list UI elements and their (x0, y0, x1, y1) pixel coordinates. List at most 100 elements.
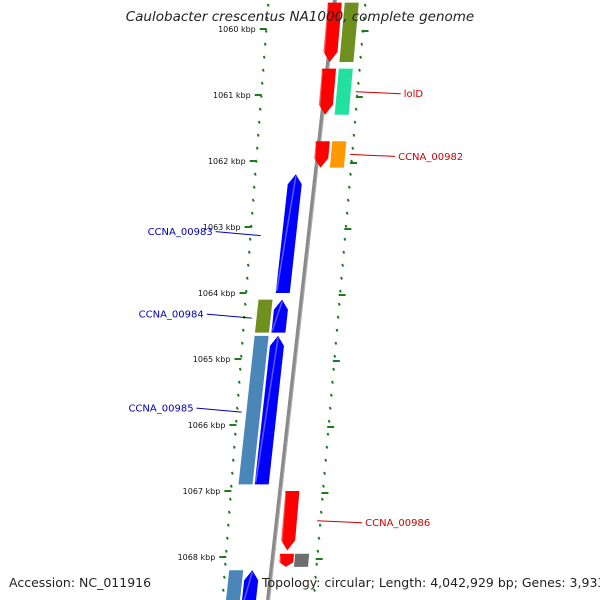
gene-arrow[interactable] (279, 553, 295, 567)
minor-tick-inner (233, 432, 237, 436)
minor-tick-inner (225, 536, 229, 540)
cog-block[interactable] (238, 335, 269, 485)
minor-tick-inner (252, 185, 256, 189)
minor-tick-inner (234, 419, 238, 423)
minor-tick-inner (231, 458, 235, 462)
gene-label-leader (206, 313, 252, 319)
tick-label: 1067 kbp (183, 487, 221, 496)
label-layer: lolD CCNA_00982 CCNA_00983 CCNA_00984 CCNA_0… (128, 89, 463, 529)
minor-tick-outer (320, 497, 324, 501)
minor-tick-outer (341, 263, 345, 267)
cog-block[interactable] (254, 299, 273, 333)
minor-tick-inner (222, 575, 226, 579)
minor-tick-inner (239, 354, 243, 358)
cog-block[interactable] (329, 141, 347, 168)
minor-tick-outer (353, 120, 357, 124)
minor-tick-outer (323, 471, 327, 475)
tick-label: 1064 kbp (198, 289, 236, 298)
minor-tick-inner (241, 328, 245, 332)
tick-layer: 1060 kbp 1061 kbp 1062 kbp 1063 kbp 1064 kbp… (178, 3, 369, 592)
minor-tick-outer (336, 315, 340, 319)
minor-tick-outer (324, 458, 328, 462)
minor-tick-inner (253, 172, 257, 176)
minor-tick-outer (329, 393, 333, 397)
gene-arrow-shade (322, 4, 329, 61)
minor-tick-outer (356, 81, 360, 85)
gene-arrow-ccna_00984-shade (271, 301, 283, 331)
gene-arrow-ccna_00985[interactable] (254, 335, 284, 485)
gene-label-leader (215, 231, 261, 237)
map-title: Caulobacter crescentus NA1000, complete … (125, 9, 475, 25)
minor-tick-outer (326, 432, 330, 436)
minor-tick-outer (351, 146, 355, 150)
minor-tick-outer (338, 289, 342, 293)
minor-tick-outer (354, 107, 358, 111)
minor-tick-outer (313, 588, 316, 592)
minor-tick-outer (319, 510, 323, 514)
minor-tick-outer (334, 341, 338, 345)
minor-tick-inner (227, 510, 231, 514)
gene-label: CCNA_00982 (398, 152, 463, 163)
gene-arrow-ccna_00984[interactable] (271, 299, 288, 333)
minor-tick-outer (314, 575, 318, 579)
gene-arrow-ccna_00985-shade (254, 337, 279, 483)
minor-tick-outer (331, 380, 334, 384)
gene-arrow[interactable] (241, 570, 259, 600)
minor-tick-outer (337, 302, 341, 306)
minor-tick-outer (332, 367, 336, 371)
gene-label: CCNA_00984 (139, 310, 204, 321)
minor-tick-outer (360, 42, 364, 46)
gene-arrow-lold[interactable] (318, 68, 337, 115)
gene-arrow-ccna_00986-shade (280, 492, 287, 549)
minor-tick-outer (344, 224, 348, 228)
minor-tick-outer (359, 55, 363, 59)
minor-tick-outer (325, 445, 329, 449)
minor-tick-outer (327, 419, 331, 423)
cog-block[interactable] (339, 2, 359, 63)
gene-arrow[interactable] (323, 2, 342, 63)
gene-label-leader (350, 153, 396, 157)
minor-tick-inner (240, 341, 244, 345)
gene-arrow-lold-shade (318, 70, 323, 113)
minor-tick-inner (244, 289, 248, 293)
cog-block[interactable] (293, 553, 310, 567)
minor-tick-outer (317, 536, 321, 540)
minor-tick-inner (235, 406, 239, 410)
cog-block[interactable] (225, 570, 244, 600)
minor-tick-inner (246, 263, 250, 267)
minor-tick-inner (251, 198, 255, 202)
gene-arrow-ccna_00983[interactable] (275, 174, 302, 293)
minor-tick-inner (258, 107, 262, 111)
minor-tick-inner (257, 120, 261, 124)
minor-tick-outer (349, 172, 352, 176)
minor-tick-inner (228, 497, 232, 501)
gene-label: CCNA_00983 (148, 227, 213, 238)
minor-tick-outer (346, 198, 350, 202)
cog-block[interactable] (334, 68, 353, 115)
minor-tick-outer (342, 250, 346, 254)
gene-arrow-ccna_00986[interactable] (281, 491, 300, 551)
minor-tick-inner (262, 55, 266, 59)
minor-tick-outer (335, 328, 339, 332)
gene-arrow-ccna_00982[interactable] (314, 141, 330, 168)
minor-tick-inner (224, 549, 228, 553)
minor-tick-inner (232, 445, 236, 449)
minor-tick-inner (238, 367, 242, 371)
minor-tick-inner (245, 276, 249, 280)
gene-label: CCNA_00985 (128, 404, 193, 415)
minor-tick-outer (352, 133, 356, 137)
minor-tick-outer (316, 549, 320, 553)
tick-label: 1063 kbp (203, 223, 241, 232)
minor-tick-inner (226, 523, 230, 527)
gene-layer[interactable] (225, 2, 359, 600)
minor-tick-inner (255, 146, 259, 150)
minor-tick-outer (318, 523, 322, 527)
minor-tick-inner (265, 16, 269, 20)
minor-tick-inner (247, 250, 251, 254)
minor-tick-inner (221, 588, 225, 592)
tick-label: 1066 kbp (188, 421, 226, 430)
tick-label: 1068 kbp (178, 553, 216, 562)
minor-tick-inner (237, 380, 241, 384)
